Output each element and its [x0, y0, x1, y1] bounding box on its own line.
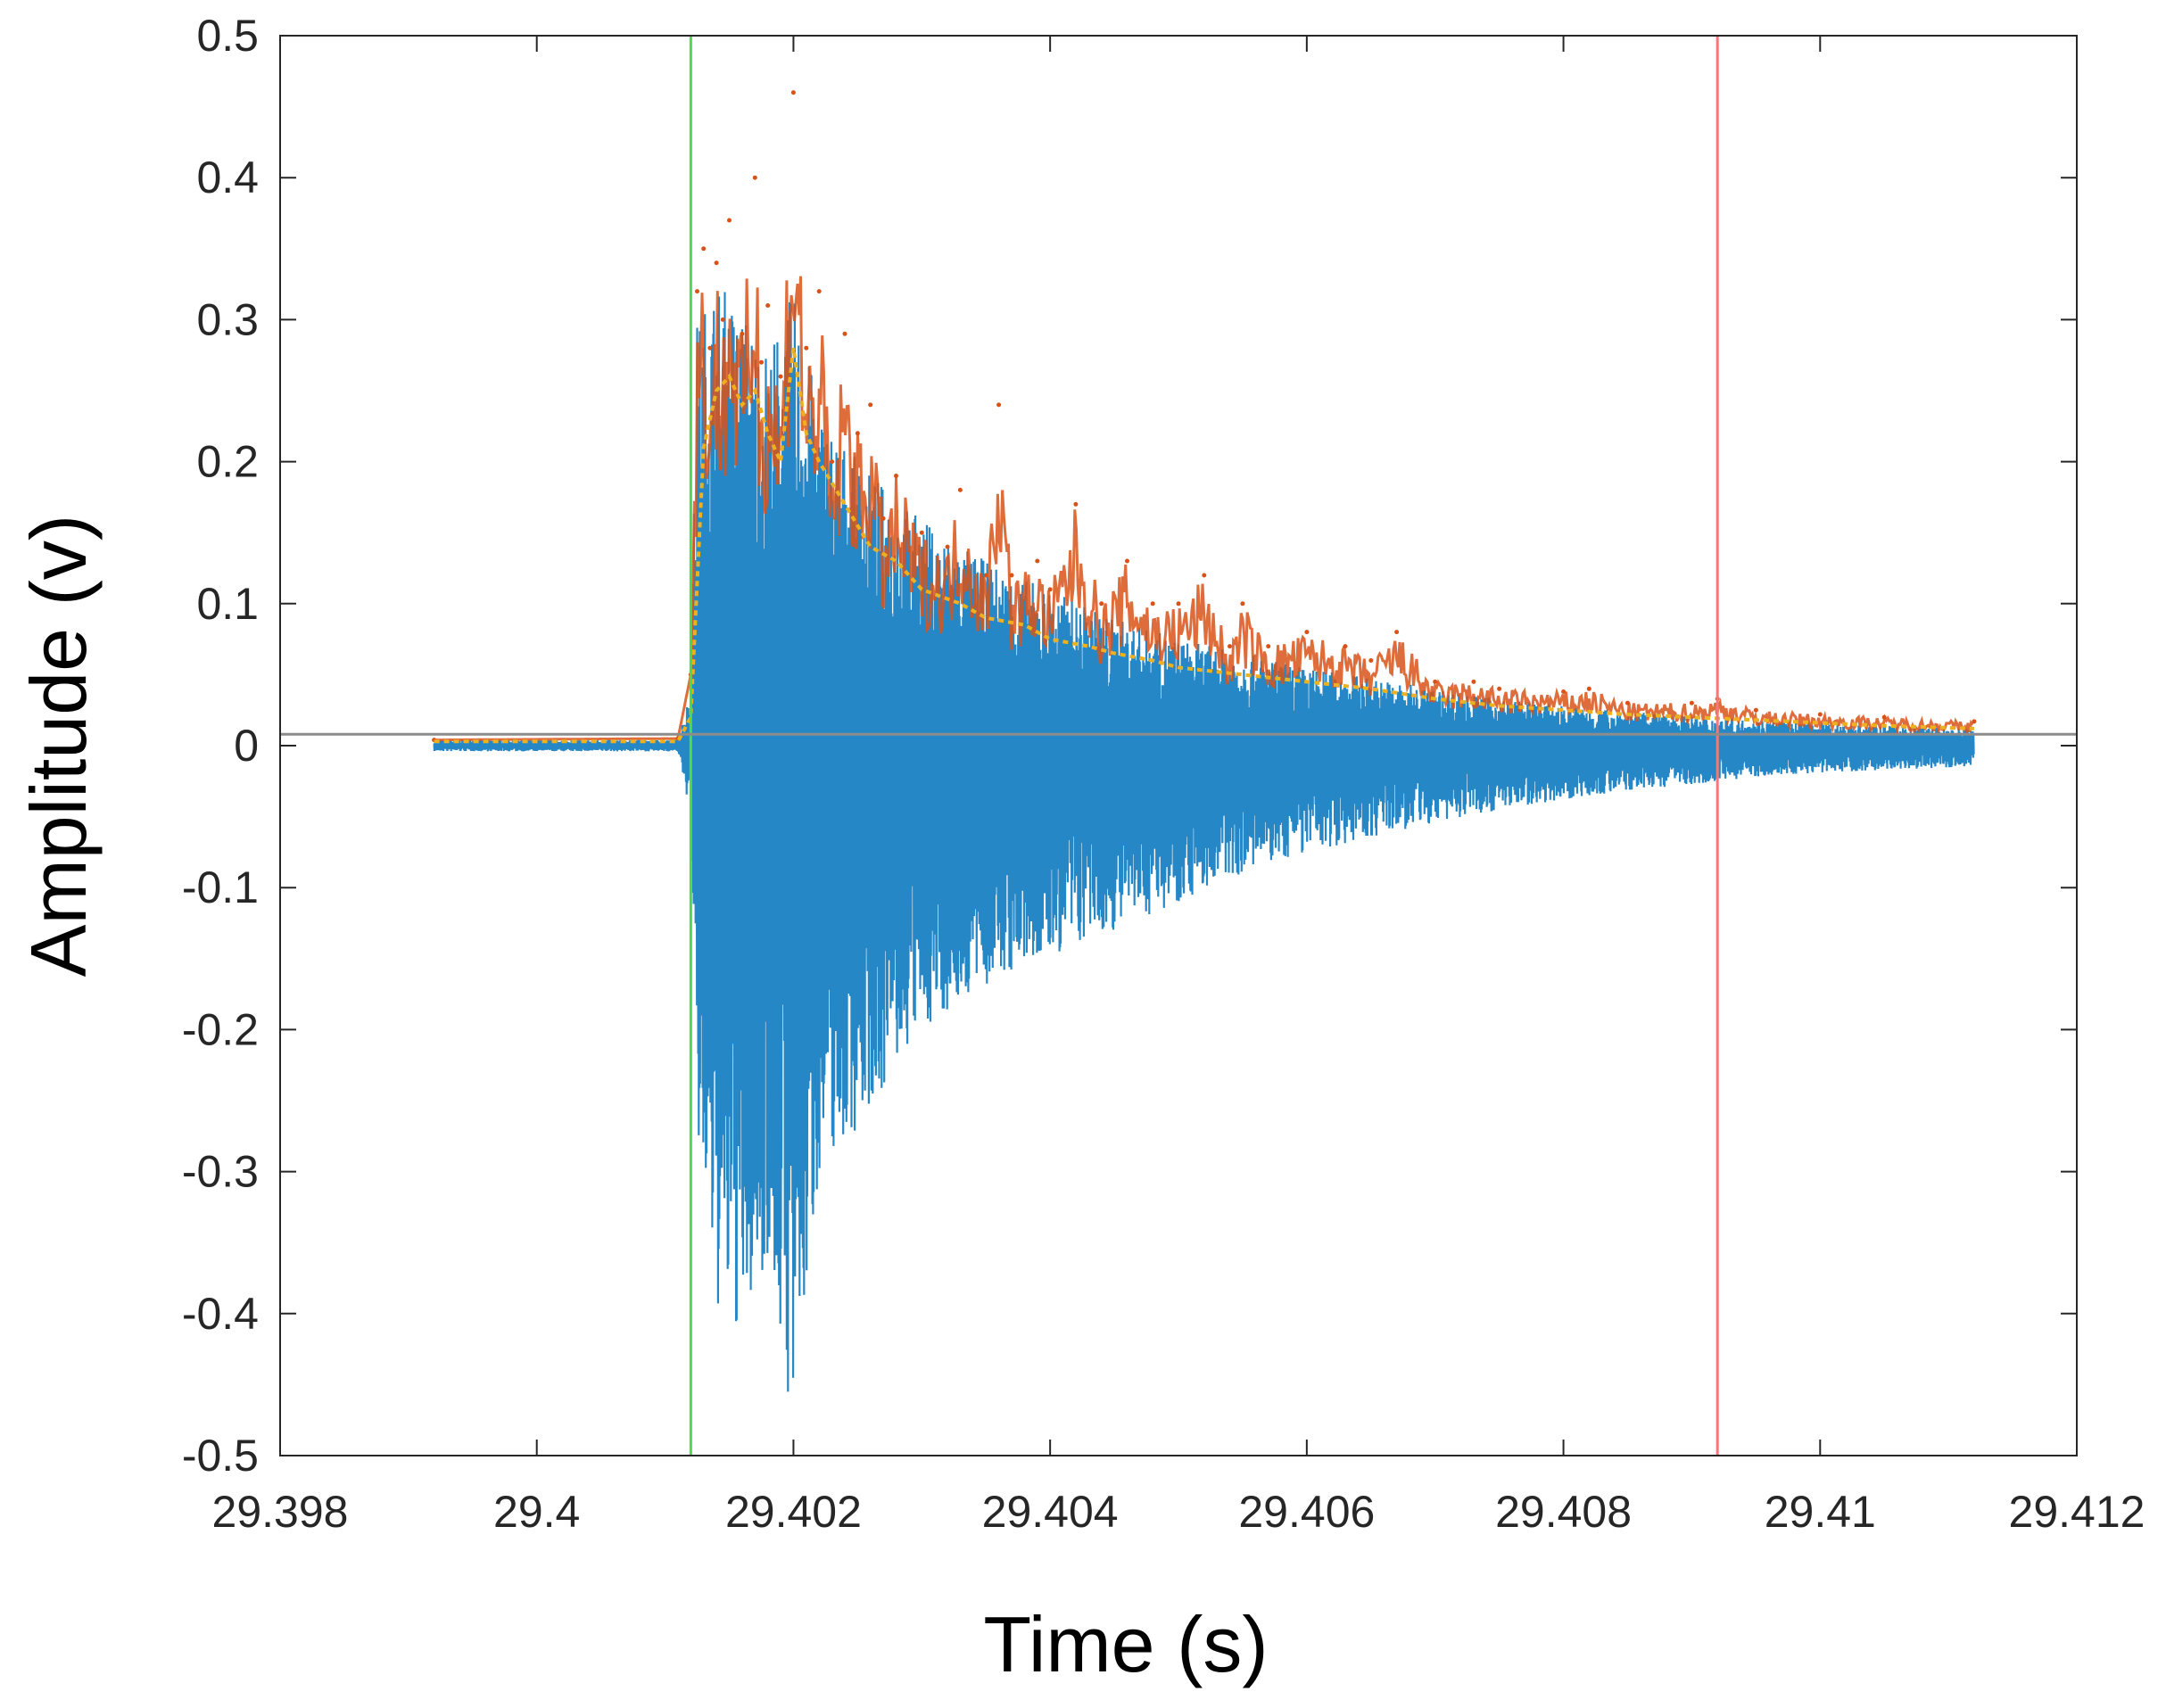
- envelope-peak-point: [778, 374, 783, 379]
- envelope-peak-point: [1202, 573, 1207, 578]
- envelope-peak-point: [1176, 601, 1181, 606]
- x-tick-labels: 29.398 29.4 29.402 29.404 29.406 29.408 29.41 2…: [212, 1487, 2145, 1537]
- y-tick-labels: 0.5 0.4 0.3 0.2 0.1 0 -0.1 -0.2 -0.3 -0.4 -0.5: [182, 11, 259, 1481]
- envelope-peak-point: [1009, 573, 1014, 578]
- envelope-peak-point: [1972, 719, 1977, 724]
- y-tick-label: 0.1: [196, 579, 259, 629]
- y-tick-label: -0.3: [182, 1147, 259, 1197]
- y-tick-label: -0.1: [182, 862, 259, 912]
- x-tick-label: 29.412: [2009, 1487, 2145, 1537]
- envelope-peak-point: [1266, 644, 1271, 649]
- x-tick-label: 29.398: [212, 1487, 349, 1537]
- envelope-peak-point: [714, 260, 719, 266]
- axes: [279, 35, 2078, 1456]
- series-smoothed-envelope: [434, 347, 1974, 744]
- x-tick-label: 29.404: [982, 1487, 1119, 1537]
- marker-lines: [280, 36, 2077, 1456]
- envelope-peak-point: [1561, 689, 1567, 694]
- x-tick-label: 29.402: [725, 1487, 862, 1537]
- envelope-peak-point: [1240, 601, 1245, 606]
- envelope-peak-point: [1689, 700, 1694, 705]
- envelope-peak-point: [957, 487, 963, 492]
- envelope-peak-point: [842, 331, 847, 336]
- y-tick-label: -0.4: [182, 1289, 259, 1339]
- envelope-peak-point: [720, 317, 725, 322]
- envelope-peak-point: [1228, 644, 1232, 649]
- envelope-peak-point: [816, 289, 822, 294]
- envelope-peak-point: [1625, 700, 1630, 705]
- y-axis-label: Amplitude (v): [14, 515, 103, 977]
- y-tick-label: -0.2: [182, 1004, 259, 1054]
- envelope-peak-point: [1150, 601, 1155, 606]
- envelope-peak-point: [1497, 686, 1502, 691]
- envelope-peak-point: [880, 516, 886, 521]
- envelope-peak-point: [1125, 558, 1129, 564]
- x-tick-label: 29.408: [1495, 1487, 1632, 1537]
- envelope-peak-point: [1073, 501, 1079, 507]
- envelope-peak-point: [1099, 601, 1104, 606]
- envelope-peak-point: [695, 289, 699, 294]
- envelope-peak-point: [830, 459, 835, 465]
- envelope-peak-point: [752, 175, 757, 180]
- envelope-peak-point: [1586, 686, 1591, 691]
- envelope-peak-point: [1047, 587, 1053, 592]
- envelope-peak-point: [1035, 558, 1040, 564]
- envelope-peak-point: [996, 402, 1002, 408]
- envelope-peak-point: [727, 218, 732, 223]
- envelope-peak-point: [701, 246, 707, 252]
- envelope-peak-point: [1343, 644, 1348, 649]
- y-tick-label: 0.4: [196, 153, 259, 202]
- y-tick-label: 0: [234, 721, 259, 771]
- y-tick-label: 0.5: [196, 11, 259, 61]
- envelope-peak-point: [1817, 712, 1823, 717]
- y-tick-label: 0.3: [196, 294, 259, 344]
- envelope-peak-point: [1433, 679, 1438, 684]
- x-axis-label: Time (s): [983, 1600, 1268, 1688]
- envelope-peak-point: [740, 331, 745, 336]
- envelope-peak-point: [1471, 679, 1476, 684]
- x-tick-label: 29.406: [1238, 1487, 1375, 1537]
- envelope-peak-point: [983, 573, 988, 578]
- envelope-peak-point: [1304, 630, 1310, 635]
- envelope-peak-point: [804, 345, 809, 351]
- envelope-peak-point: [855, 431, 860, 436]
- envelope-peak-point: [868, 402, 873, 408]
- envelope-peak-point: [1394, 630, 1400, 635]
- y-tick-label: 0.2: [196, 437, 259, 487]
- envelope-peak-point: [1753, 707, 1758, 713]
- envelope-peak-point: [1368, 658, 1374, 663]
- envelope-peak-point: [790, 90, 796, 95]
- envelope-peak-point: [759, 359, 764, 365]
- envelope-peak-point: [894, 474, 898, 478]
- x-tick-label: 29.41: [1765, 1487, 1876, 1537]
- envelope-peak-point: [945, 544, 950, 549]
- x-tick-label: 29.4: [493, 1487, 580, 1537]
- envelope-peak-point: [919, 530, 924, 535]
- envelope-peak-point: [1881, 714, 1887, 720]
- envelope-peak-point: [707, 345, 713, 351]
- envelope-peak-point: [765, 303, 771, 308]
- y-tick-label: -0.5: [182, 1431, 259, 1481]
